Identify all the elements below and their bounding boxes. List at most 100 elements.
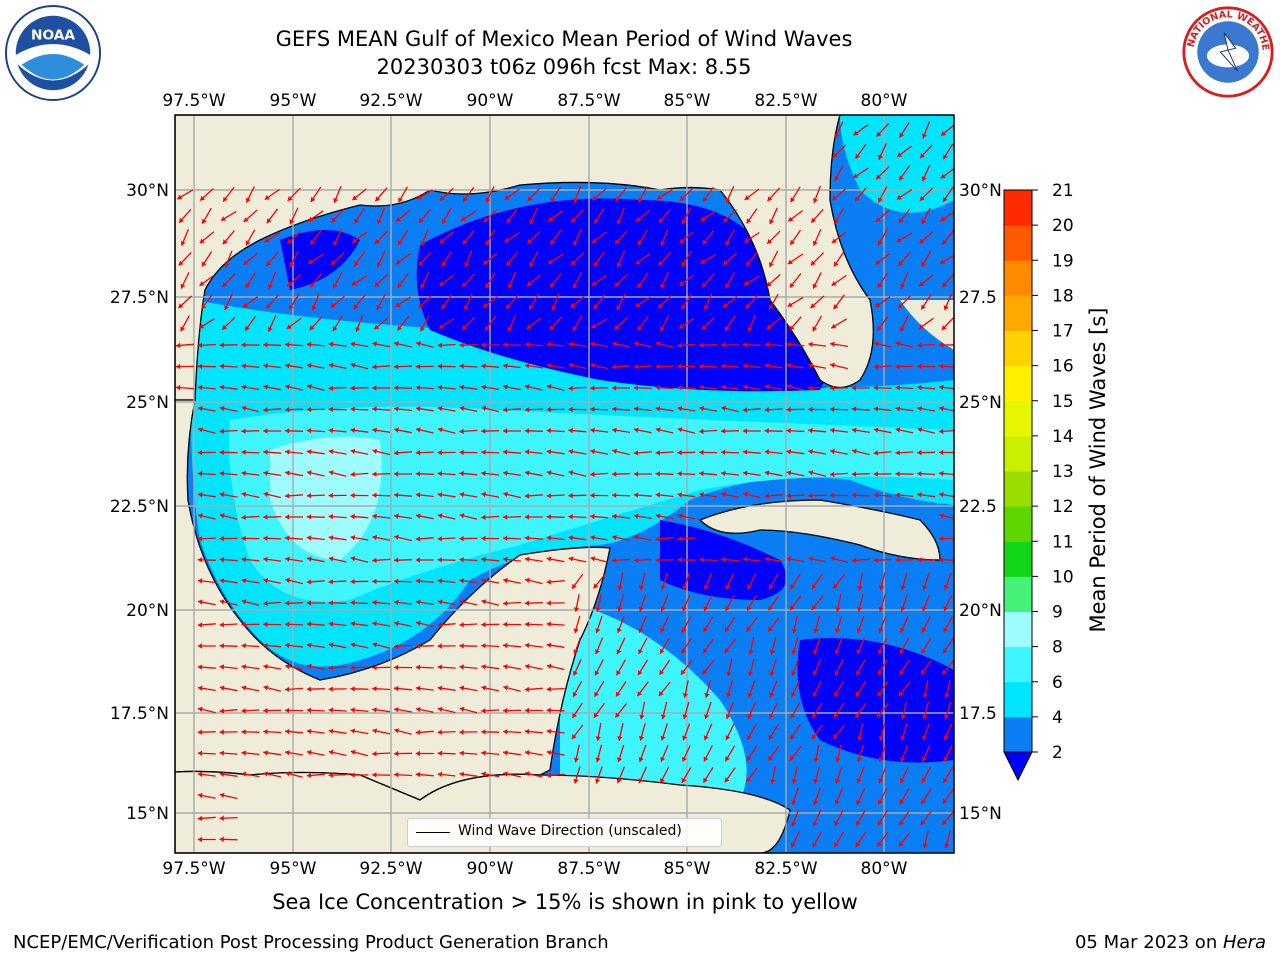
wave-arrow-head xyxy=(830,492,835,499)
wave-arrow-head xyxy=(546,579,552,585)
wave-arrow-head xyxy=(306,406,312,413)
wave-arrow-head xyxy=(219,342,224,348)
wave-arrow-head xyxy=(856,820,861,826)
wave-arrow-head xyxy=(350,707,355,713)
wave-arrow-head xyxy=(594,261,599,267)
wave-arrow-head xyxy=(813,649,819,655)
wave-arrow-head xyxy=(703,777,708,783)
wave-arrow-head xyxy=(895,363,900,370)
wave-arrow-head xyxy=(769,219,775,225)
wave-arrow-head xyxy=(811,217,816,223)
wave-arrow-head xyxy=(878,649,883,655)
wave-arrow-head xyxy=(263,577,269,584)
wave-arrow-head xyxy=(616,649,622,655)
wave-arrow-head xyxy=(831,323,837,329)
wave-arrow-head xyxy=(219,685,225,691)
wave-arrow-head xyxy=(546,514,551,520)
wave-arrow-head xyxy=(437,771,443,778)
sea-ice-note: Sea Ice Concentration > 15% is shown in … xyxy=(272,890,858,914)
wave-arrow-head xyxy=(939,535,944,542)
wave-arrow-head xyxy=(808,362,814,369)
wave-arrow-head xyxy=(899,648,905,654)
wave-arrow-head xyxy=(856,670,861,676)
wave-arrow-head xyxy=(306,514,312,520)
colorbar-tick-label: 18 xyxy=(1052,286,1074,306)
lat-label: 15°N xyxy=(959,804,1002,824)
wave-arrow-head xyxy=(394,728,399,734)
wave-arrow-head xyxy=(764,384,770,390)
wave-arrow-head xyxy=(942,669,948,675)
wave-arrow-head xyxy=(437,471,442,477)
wave-arrow-head xyxy=(524,363,530,369)
wave-arrow-head xyxy=(483,302,488,308)
wave-arrow-head xyxy=(197,643,202,649)
wave-arrow-head xyxy=(655,427,661,433)
wave-arrow-head xyxy=(372,599,377,606)
wave-arrow-head xyxy=(834,133,840,139)
wave-arrow-head xyxy=(679,238,685,244)
colorbar-segment xyxy=(1004,681,1032,718)
lon-label: 90°W xyxy=(467,859,514,879)
wave-arrow-head xyxy=(742,556,748,563)
wave-arrow-head xyxy=(616,219,622,225)
wave-arrow-head xyxy=(546,363,552,369)
wave-arrow-head xyxy=(812,821,818,827)
wave-arrow-head xyxy=(942,819,947,825)
wave-arrow-head xyxy=(700,259,706,264)
wave-arrow-head xyxy=(877,240,883,246)
lon-label: 97.5°W xyxy=(162,91,225,111)
wave-arrow-head xyxy=(263,449,268,455)
wave-arrow-head xyxy=(659,669,665,675)
wave-arrow-head xyxy=(503,600,508,606)
wave-arrow-head xyxy=(786,406,791,413)
wave-arrow-head xyxy=(197,342,203,348)
wave-arrow-head xyxy=(176,363,181,370)
wave-arrow-head xyxy=(372,385,377,391)
wave-arrow-head xyxy=(830,362,835,368)
colorbar-segment xyxy=(1004,190,1032,226)
wave-arrow-head xyxy=(939,428,944,434)
wave-arrow-head xyxy=(899,820,904,826)
lat-label: 25°N xyxy=(959,393,1002,413)
wave-arrow-head xyxy=(922,735,928,741)
lon-label: 95°W xyxy=(270,91,317,111)
wave-arrow-head xyxy=(834,799,840,805)
wave-arrow-head xyxy=(918,324,924,329)
wave-arrow-head xyxy=(243,217,249,222)
wave-arrow-head xyxy=(832,195,838,201)
wave-arrow-head xyxy=(835,757,841,763)
wave-arrow-head xyxy=(808,449,813,455)
wave-arrow-head xyxy=(633,513,639,519)
wave-arrow-head xyxy=(437,513,443,519)
wave-arrow-head xyxy=(332,326,338,332)
wave-arrow-head xyxy=(350,686,355,692)
wave-arrow-head xyxy=(219,815,224,821)
wave-arrow-head xyxy=(877,820,883,826)
wave-arrow-head xyxy=(855,842,861,847)
wave-arrow-head xyxy=(851,406,857,412)
wave-arrow-head xyxy=(571,217,577,223)
wave-arrow-head xyxy=(418,260,424,266)
wave-arrow-head xyxy=(437,384,443,391)
wave-arrow-head xyxy=(808,385,813,391)
wave-arrow-head xyxy=(481,750,486,756)
wave-arrow-head xyxy=(285,728,290,735)
wave-arrow-head xyxy=(459,363,464,369)
wave-arrow-head xyxy=(899,175,904,181)
wave-arrow-head xyxy=(241,771,247,777)
wave-arrow-head xyxy=(394,534,399,540)
wave-arrow-head xyxy=(372,471,377,477)
wave-arrow-head xyxy=(590,513,595,520)
wave-arrow-head xyxy=(941,131,947,136)
wave-arrow-head xyxy=(699,428,704,434)
wave-arrow-head xyxy=(767,238,773,244)
wave-arrow-head xyxy=(791,671,797,676)
wave-arrow-head xyxy=(877,283,883,288)
wave-arrow-head xyxy=(833,304,839,310)
wave-arrow-head xyxy=(180,326,186,332)
wave-arrow-head xyxy=(178,260,184,266)
wave-arrow-head xyxy=(201,261,207,267)
wave-arrow-head xyxy=(350,535,356,541)
wave-arrow-head xyxy=(614,324,620,330)
wave-arrow-head xyxy=(633,450,639,456)
